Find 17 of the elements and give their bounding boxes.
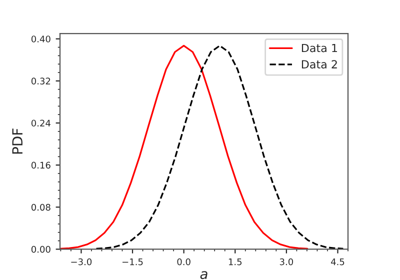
y-tick-label: 0.08: [31, 204, 50, 211]
x-tick-label: 1.5: [228, 258, 242, 266]
y-tick-label: 0.24: [31, 120, 50, 127]
y-axis-title: PDF: [12, 128, 22, 154]
y-tick-label: 0.40: [31, 36, 50, 42]
legend-label: Data 1: [302, 44, 337, 52]
y-tick-label: 0.16: [31, 162, 50, 169]
x-tick-label: −1.5: [122, 258, 143, 266]
y-tick-label: 0.00: [31, 246, 50, 253]
x-tick-label: 0.0: [177, 258, 190, 266]
y-tick-label: 0.32: [31, 78, 50, 84]
x-axis-title: a: [200, 271, 208, 280]
x-tick-label: −3.0: [71, 258, 92, 266]
x-tick-label: 3.0: [280, 258, 294, 266]
x-tick-label: 4.5: [331, 258, 344, 266]
line-series: [95, 44, 344, 250]
legend-label: Data 2: [302, 60, 337, 69]
